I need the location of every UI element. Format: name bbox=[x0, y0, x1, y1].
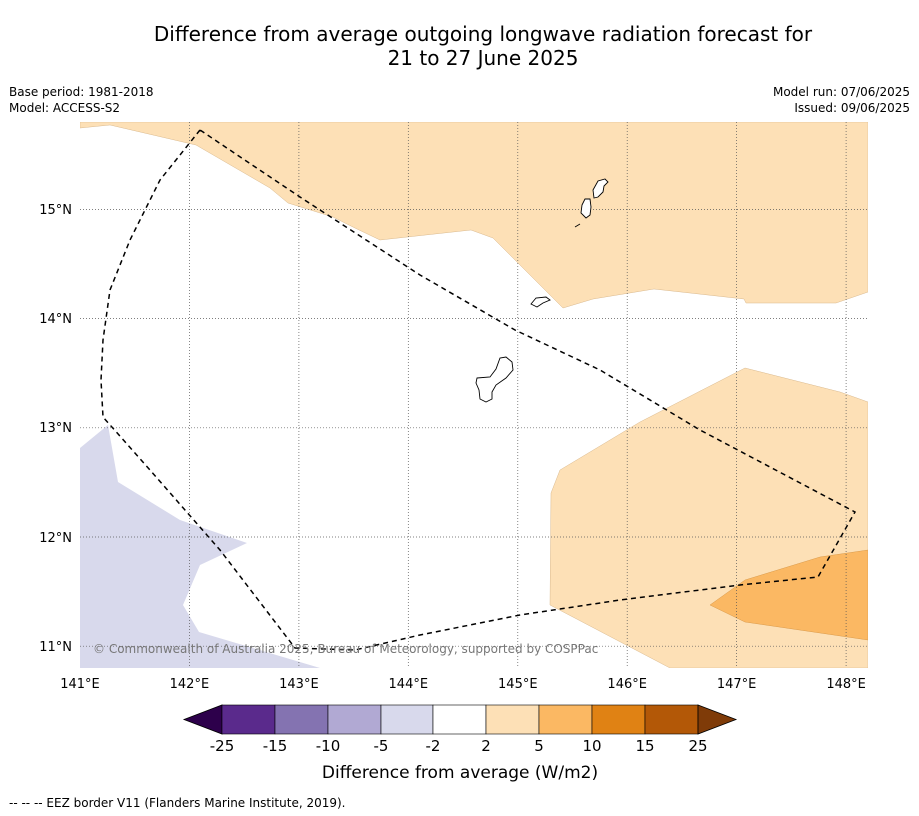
anomaly-region-southeast-strong bbox=[709, 549, 868, 641]
map-title: Difference from average outgoing longwav… bbox=[0, 22, 919, 70]
gridlines bbox=[80, 122, 868, 668]
title-line-1: Difference from average outgoing longwav… bbox=[153, 22, 813, 46]
eez-footnote: -- -- -- EEZ border V11 (Flanders Marine… bbox=[9, 796, 346, 810]
colorbar-tick-label: 25 bbox=[688, 737, 707, 755]
island-aguijan bbox=[574, 223, 581, 228]
longitude-labels: 141°E 142°E 143°E 144°E 145°E 146°E 147°… bbox=[60, 677, 866, 692]
colorbar-tick-label: -2 bbox=[426, 737, 441, 755]
lon-label-146: 146°E bbox=[607, 677, 647, 692]
lat-label-13: 13°N bbox=[39, 421, 72, 436]
lon-label-145: 145°E bbox=[498, 677, 538, 692]
map-area: © Commonwealth of Australia 2025, Bureau… bbox=[80, 122, 868, 668]
lon-label-143: 143°E bbox=[279, 677, 319, 692]
colorbar-tick-label: -10 bbox=[316, 737, 341, 755]
colorbar-tick-label: -5 bbox=[374, 737, 389, 755]
colorbar-bin-8 bbox=[591, 704, 646, 735]
colorbar-bin-4 bbox=[380, 704, 434, 735]
base-period-text: Base period: 1981-2018 bbox=[9, 85, 154, 99]
lat-label-15: 15°N bbox=[39, 203, 72, 218]
island-saipan bbox=[592, 178, 609, 199]
lon-label-144: 144°E bbox=[389, 677, 429, 692]
colorbar-tick-label: 15 bbox=[635, 737, 654, 755]
colorbar-bin-3 bbox=[327, 704, 382, 735]
info-left: Base period: 1981-2018 Model: ACCESS-S2 bbox=[9, 84, 154, 116]
lat-label-11: 11°N bbox=[39, 640, 72, 655]
colorbar-bin-2 bbox=[274, 704, 329, 735]
lon-label-148: 148°E bbox=[826, 677, 866, 692]
islands bbox=[475, 178, 609, 403]
colorbar-bin-1 bbox=[221, 704, 276, 735]
colorbar-bin-9 bbox=[644, 704, 699, 735]
colorbar-tick-label: -25 bbox=[210, 737, 235, 755]
colorbar-ticks: -25 -15 -10 -5 -2 2 5 10 15 25 bbox=[210, 737, 708, 755]
colorbar-tick-label: 2 bbox=[481, 737, 491, 755]
lat-label-14: 14°N bbox=[39, 312, 72, 327]
eez-border bbox=[100, 128, 857, 651]
island-rota bbox=[530, 296, 551, 308]
anomaly-region-west-negative bbox=[80, 425, 320, 668]
issued-text: Issued: 09/06/2025 bbox=[794, 101, 910, 115]
lon-label-142: 142°E bbox=[170, 677, 210, 692]
title-line-2: 21 to 27 June 2025 bbox=[387, 46, 579, 70]
colorbar-tick-label: 10 bbox=[582, 737, 601, 755]
lat-label-12: 12°N bbox=[39, 531, 72, 546]
island-guam bbox=[475, 356, 514, 403]
colorbar-tick-label: -15 bbox=[263, 737, 288, 755]
colorbar: -25 -15 -10 -5 -2 2 5 10 15 25 Differenc… bbox=[182, 704, 738, 783]
lon-label-141: 141°E bbox=[60, 677, 100, 692]
colorbar-tick-label: 5 bbox=[534, 737, 544, 755]
anomaly-region-north bbox=[80, 122, 868, 309]
latitude-labels: 11°N 12°N 13°N 14°N 15°N bbox=[39, 203, 72, 655]
colorbar-extend-min bbox=[182, 704, 223, 735]
island-tinian bbox=[580, 198, 592, 219]
model-run-text: Model run: 07/06/2025 bbox=[772, 85, 910, 99]
colorbar-bin-6 bbox=[485, 704, 540, 735]
colorbar-extend-max bbox=[697, 704, 738, 735]
colorbar-label: Difference from average (W/m2) bbox=[322, 763, 598, 783]
lon-label-147: 147°E bbox=[717, 677, 757, 692]
copyright-text: © Commonwealth of Australia 2025, Bureau… bbox=[93, 642, 598, 656]
model-text: Model: ACCESS-S2 bbox=[9, 101, 121, 115]
colorbar-bin-7 bbox=[538, 704, 593, 735]
colorbar-bin-5 bbox=[432, 704, 487, 735]
info-right: Model run: 07/06/2025 Issued: 09/06/2025 bbox=[773, 84, 910, 116]
